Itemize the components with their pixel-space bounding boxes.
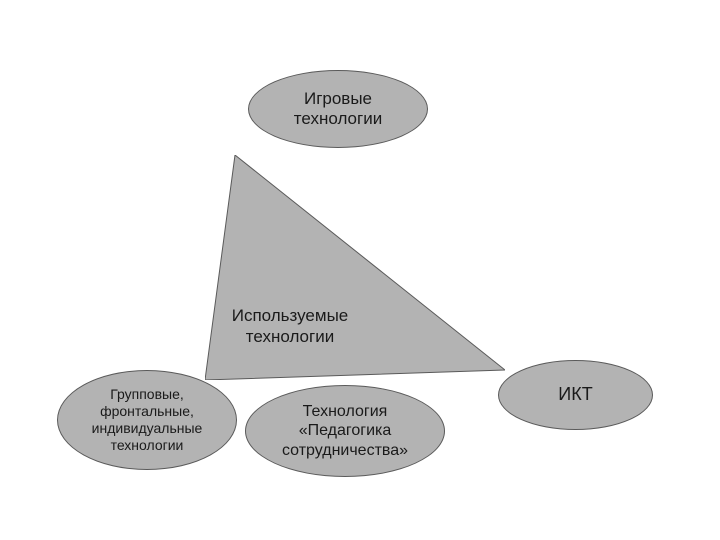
triangle-label: Используемые технологии	[215, 305, 365, 351]
ellipse-label: ИКТ	[558, 384, 592, 406]
ellipse-coop-pedagogy: Технология «Педагогика сотрудничества»	[245, 385, 445, 477]
ellipse-gaming-tech: Игровые технологии	[248, 70, 428, 148]
ellipse-label: Технология «Педагогика сотрудничества»	[282, 402, 408, 460]
ellipse-label: Игровые технологии	[294, 89, 382, 130]
ellipse-ict: ИКТ	[498, 360, 653, 430]
ellipse-label: Групповые, фронтальные, индивидуальные т…	[92, 386, 203, 453]
ellipse-group-tech: Групповые, фронтальные, индивидуальные т…	[57, 370, 237, 470]
diagram-stage: Используемые технологии Игровые технолог…	[0, 0, 720, 540]
